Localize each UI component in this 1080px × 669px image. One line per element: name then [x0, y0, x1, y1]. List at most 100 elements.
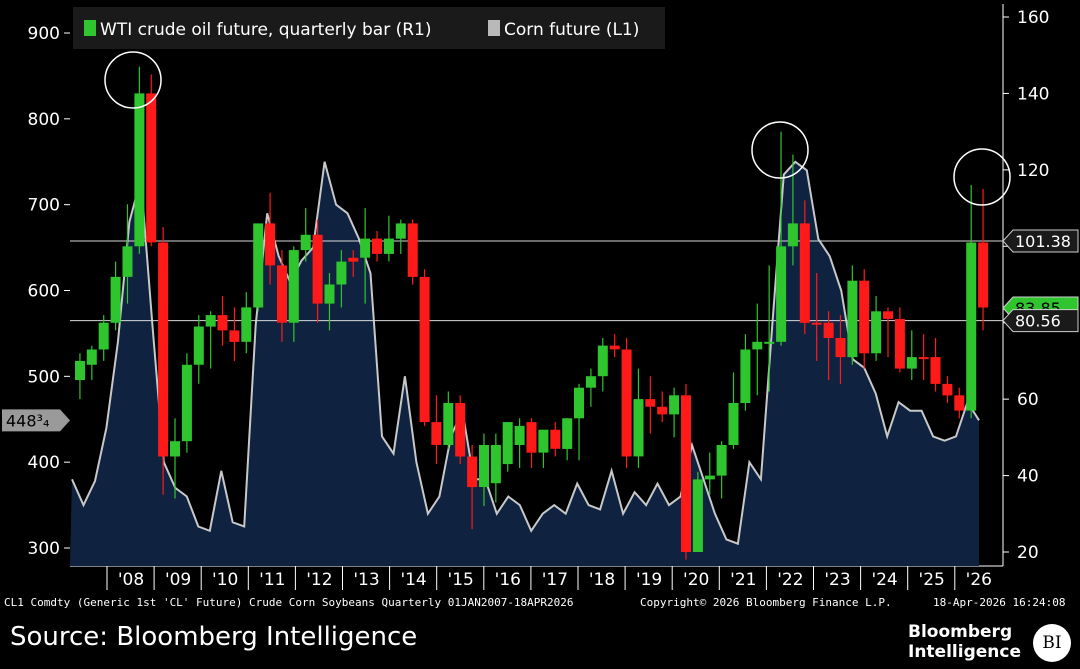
oil-bar [799, 223, 810, 323]
oil-bar [300, 234, 311, 251]
oil-bar [645, 399, 656, 407]
legend-label-oil: WTI crude oil future, quarterly bar (R1) [100, 20, 431, 40]
oil-bar [811, 322, 822, 325]
oil-bar [883, 311, 893, 319]
oil-bar [740, 349, 751, 403]
oil-bar [871, 311, 882, 354]
x-tick-label: '10 [212, 570, 238, 590]
x-tick-label: '26 [966, 570, 992, 590]
oil-bar [823, 322, 834, 338]
brand-line1: Bloomberg [908, 622, 1013, 642]
left-tick-label: 800 [28, 110, 60, 130]
oil-bar [479, 445, 489, 487]
tag-corn-last-box [2, 409, 70, 432]
x-tick-label: '24 [871, 570, 897, 590]
oil-bar [467, 456, 478, 488]
oil-bar [633, 399, 644, 457]
oil-bar [170, 441, 180, 457]
x-tick-label: '22 [777, 570, 803, 590]
oil-bar [538, 429, 549, 453]
x-tick-label: '23 [824, 570, 850, 590]
footer-query: CL1 Comdty (Generic 1st 'CL' Future) Cru… [4, 596, 574, 609]
tag-corn-last: 448³₄ [2, 409, 70, 432]
x-tick-label: '08 [118, 570, 144, 590]
tag-level-high-box [1002, 229, 1079, 253]
oil-bar [431, 422, 442, 445]
oil-bar [146, 93, 157, 243]
right-tick-label: 140 [1017, 84, 1049, 104]
oil-bar [585, 376, 596, 388]
oil-bar [681, 395, 691, 552]
oil-bar [110, 276, 121, 323]
left-tick-label: 300 [28, 539, 60, 559]
x-tick-label: '16 [495, 570, 521, 590]
oil-bar [859, 280, 870, 354]
bi-badge: BI [1033, 624, 1071, 662]
x-tick-label: '20 [683, 570, 709, 590]
brand-line2: Intelligence [908, 642, 1021, 662]
x-tick-label: '19 [636, 570, 662, 590]
oil-bar [752, 341, 763, 350]
chart: 3004005006007008009002040608010012014016… [2, 4, 1079, 590]
oil-bar [716, 445, 727, 476]
oil-bar [787, 223, 798, 247]
oil-bar [490, 445, 501, 484]
left-tick-label: 700 [28, 196, 60, 216]
x-tick-label: '11 [259, 570, 285, 590]
right-tick-label: 120 [1017, 161, 1049, 181]
x-tick-label: '14 [400, 570, 426, 590]
oil-bar [265, 223, 276, 266]
oil-bar [277, 265, 287, 323]
oil-bar [918, 357, 929, 360]
oil-bar [621, 349, 632, 457]
highlight-circle [751, 121, 809, 179]
oil-bar [776, 246, 787, 342]
x-tick-label: '17 [542, 570, 568, 590]
oil-bar [894, 318, 905, 369]
footer-copyright: Copyright© 2026 Bloomberg Finance L.P. [640, 596, 892, 609]
oil-bar [336, 261, 347, 285]
oil-bar [657, 406, 668, 415]
oil-bar [193, 326, 204, 365]
oil-bar [360, 238, 371, 258]
oil-bar [609, 345, 620, 350]
oil-bar [550, 429, 561, 449]
x-tick-label: '15 [448, 570, 474, 590]
left-tick-label: 400 [28, 453, 60, 473]
corn-line [71, 160, 980, 546]
footer-timestamp: 18-Apr-2026 16:24:08 [933, 596, 1066, 609]
right-tick-label: 40 [1017, 467, 1039, 487]
x-tick-label: '09 [165, 570, 191, 590]
highlight-circle [104, 51, 162, 109]
oil-bar [692, 479, 703, 552]
oil-bar [455, 403, 466, 457]
brand-logo: Bloomberg Intelligence [908, 622, 1021, 662]
legend: WTI crude oil future, quarterly bar (R1)… [73, 7, 665, 49]
x-tick-label: '12 [306, 570, 332, 590]
right-tick-label: 160 [1017, 8, 1049, 28]
oil-bar [86, 349, 97, 365]
oil-bar [835, 338, 846, 358]
footer: CL1 Comdty (Generic 1st 'CL' Future) Cru… [0, 596, 1080, 612]
oil-bar [122, 246, 133, 277]
source-caption: Source: Bloomberg Intelligence [10, 622, 418, 652]
x-tick-label: '18 [589, 570, 615, 590]
oil-bar [312, 234, 323, 304]
oil-bar [574, 387, 584, 419]
tag-level-low: 80.56 [1002, 309, 1079, 333]
oil-bar [98, 322, 109, 350]
oil-bar [930, 357, 941, 384]
oil-bar [348, 257, 359, 262]
left-tick-label: 600 [28, 282, 60, 302]
oil-bar [181, 364, 192, 442]
legend-label-corn: Corn future (L1) [504, 20, 639, 40]
oil-bar [75, 360, 85, 380]
oil-bar [134, 93, 145, 247]
oil-bar [205, 315, 216, 327]
oil-bar [407, 223, 418, 277]
x-tick-label: '21 [730, 570, 756, 590]
oil-bar [419, 276, 430, 423]
oil-bar [978, 242, 989, 308]
oil-bar [906, 357, 917, 369]
oil-bar [288, 250, 299, 323]
